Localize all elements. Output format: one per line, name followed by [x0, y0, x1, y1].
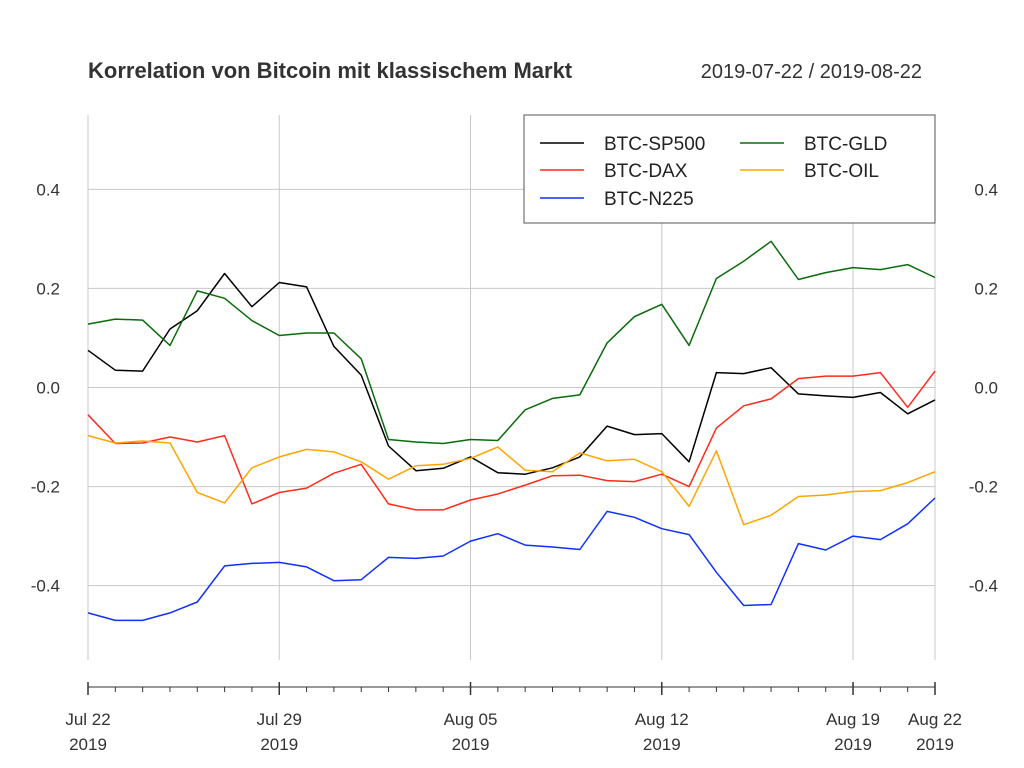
y-tick-label-right: 0.4 — [974, 180, 998, 199]
y-tick-label-left: 0.2 — [36, 279, 60, 298]
x-tick-label-date: Aug 19 — [826, 710, 880, 729]
series-line-btc-oil — [87, 434, 936, 526]
x-tick-label-date: Aug 05 — [444, 710, 498, 729]
x-tick-label-year: 2019 — [916, 735, 954, 754]
legend-box — [523, 114, 936, 224]
x-tick-label-year: 2019 — [452, 735, 490, 754]
legend-label: BTC-OIL — [804, 161, 879, 182]
y-tick-label-left: -0.2 — [31, 478, 60, 497]
legend: BTC-SP500 BTC-DAX BTC-N225 BTC-GLD BTC-OIL — [523, 114, 936, 224]
legend-label: BTC-DAX — [604, 161, 688, 182]
y-tick-label-right: 0.2 — [974, 279, 998, 298]
y-tick-label-left: 0.4 — [36, 180, 60, 199]
x-tick-label-date: Aug 22 — [908, 710, 962, 729]
series-line-btc-sp500 — [87, 272, 936, 475]
legend-label: BTC-SP500 — [604, 134, 705, 155]
x-tick-label-year: 2019 — [69, 735, 107, 754]
axes: -0.4 -0.4 -0.2 -0.2 0.0 0.0 0.2 0.2 0.4 0.4 Jul 22… — [31, 180, 998, 754]
series-line-btc-dax — [87, 370, 936, 511]
y-tick-label-right: -0.2 — [969, 478, 998, 497]
x-tick-label-date: Jul 22 — [65, 710, 110, 729]
chart-date-range: 2019-07-22 / 2019-08-22 — [701, 61, 922, 83]
y-tick-label-left: -0.4 — [31, 577, 60, 596]
y-tick-label-right: 0.0 — [974, 379, 998, 398]
x-tick-label-date: Aug 12 — [635, 710, 689, 729]
x-tick-label-year: 2019 — [834, 735, 872, 754]
x-tick-label-date: Jul 29 — [257, 710, 302, 729]
chart-title: Korrelation von Bitcoin mit klassischem … — [88, 58, 573, 83]
legend-label: BTC-GLD — [804, 134, 887, 155]
x-tick-label-year: 2019 — [260, 735, 298, 754]
y-tick-label-left: 0.0 — [36, 379, 60, 398]
series-line-btc-n225 — [87, 497, 936, 622]
x-tick-label-year: 2019 — [643, 735, 681, 754]
series-line-btc-gld — [87, 240, 936, 445]
series-lines — [87, 240, 936, 622]
legend-label: BTC-N225 — [604, 189, 694, 210]
y-tick-label-right: -0.4 — [969, 577, 998, 596]
